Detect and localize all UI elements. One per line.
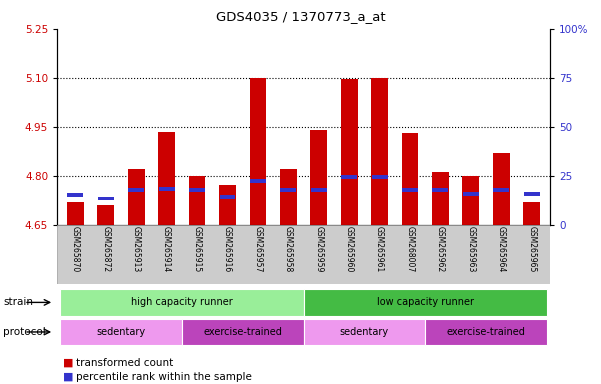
Text: GSM265963: GSM265963	[466, 227, 475, 273]
Text: GSM265915: GSM265915	[192, 227, 201, 273]
Text: GSM265964: GSM265964	[497, 227, 505, 273]
Text: GSM265965: GSM265965	[527, 227, 536, 273]
Text: ■: ■	[63, 358, 73, 368]
Text: GSM265961: GSM265961	[375, 227, 384, 273]
Bar	[311, 189, 327, 192]
Bar	[182, 319, 304, 345]
Text: GSM265960: GSM265960	[344, 227, 353, 273]
Bar	[249, 78, 266, 225]
Bar	[189, 189, 205, 192]
Bar	[159, 187, 174, 191]
Bar	[128, 169, 145, 225]
Bar	[97, 205, 114, 225]
Bar	[341, 79, 358, 225]
Text: GSM268007: GSM268007	[406, 227, 415, 273]
Bar	[280, 189, 296, 192]
Text: transformed count: transformed count	[76, 358, 174, 368]
Text: ■: ■	[63, 372, 73, 382]
Bar	[219, 195, 236, 199]
Bar	[401, 133, 418, 225]
Bar	[402, 189, 418, 192]
Text: sedentary: sedentary	[340, 327, 389, 337]
Bar	[304, 289, 547, 316]
Bar	[60, 289, 304, 316]
Bar	[158, 132, 175, 225]
Bar	[493, 153, 510, 225]
Text: GSM265962: GSM265962	[436, 227, 445, 273]
Bar	[304, 319, 425, 345]
Text: sedentary: sedentary	[96, 327, 145, 337]
Text: GSM265957: GSM265957	[254, 227, 263, 273]
Bar	[341, 175, 357, 179]
Bar	[219, 185, 236, 225]
Text: GDS4035 / 1370773_a_at: GDS4035 / 1370773_a_at	[216, 10, 385, 23]
Bar	[250, 179, 266, 182]
Text: low capacity runner: low capacity runner	[377, 297, 474, 308]
Bar	[371, 78, 388, 225]
Bar	[189, 176, 206, 225]
Bar	[128, 189, 144, 192]
Bar	[67, 193, 84, 197]
Bar	[371, 175, 388, 179]
Text: GSM265959: GSM265959	[314, 227, 323, 273]
Text: GSM265958: GSM265958	[284, 227, 293, 273]
Text: protocol: protocol	[3, 327, 46, 337]
Bar	[425, 319, 547, 345]
Bar	[60, 319, 182, 345]
Bar	[523, 202, 540, 225]
Bar	[523, 192, 540, 195]
Bar	[310, 130, 327, 225]
Bar	[463, 192, 479, 195]
Bar	[433, 189, 448, 192]
Text: exercise-trained: exercise-trained	[447, 327, 525, 337]
Text: percentile rank within the sample: percentile rank within the sample	[76, 372, 252, 382]
Text: GSM265872: GSM265872	[102, 227, 110, 273]
Text: GSM265870: GSM265870	[71, 227, 80, 273]
Text: GSM265914: GSM265914	[162, 227, 171, 273]
Bar	[493, 189, 509, 192]
Text: GSM265913: GSM265913	[132, 227, 141, 273]
Bar	[98, 197, 114, 200]
Text: strain: strain	[3, 297, 33, 308]
Bar	[67, 202, 84, 225]
Text: GSM265916: GSM265916	[223, 227, 232, 273]
Bar	[462, 176, 479, 225]
Bar	[432, 172, 449, 225]
Text: high capacity runner: high capacity runner	[131, 297, 233, 308]
Text: exercise-trained: exercise-trained	[203, 327, 282, 337]
Bar	[280, 169, 297, 225]
